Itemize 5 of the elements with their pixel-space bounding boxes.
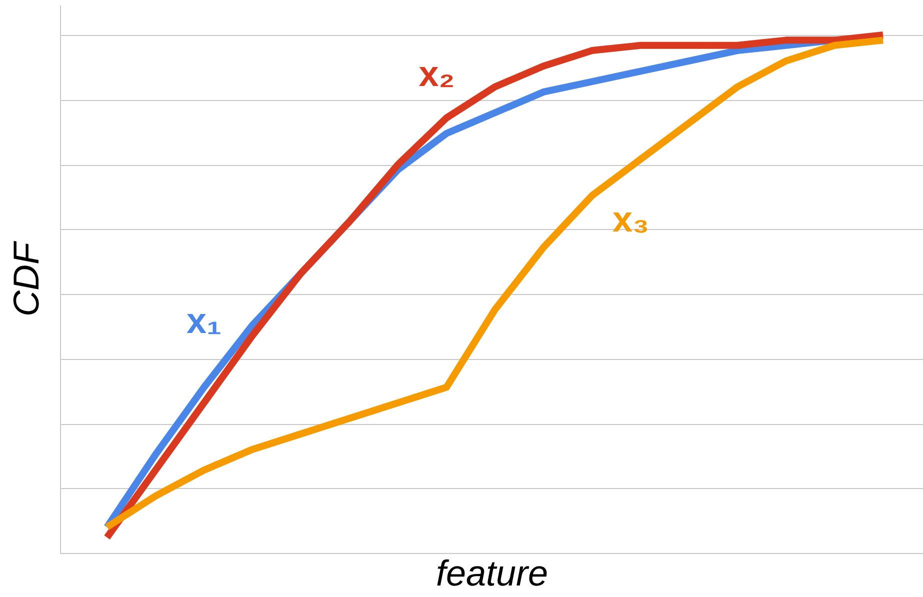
x-axis-title: feature <box>436 552 548 594</box>
series-label: x₁ <box>186 300 222 342</box>
series-label: x₃ <box>612 198 650 240</box>
series-label: x₂ <box>418 52 455 94</box>
y-axis-title: CDF <box>6 240 46 316</box>
